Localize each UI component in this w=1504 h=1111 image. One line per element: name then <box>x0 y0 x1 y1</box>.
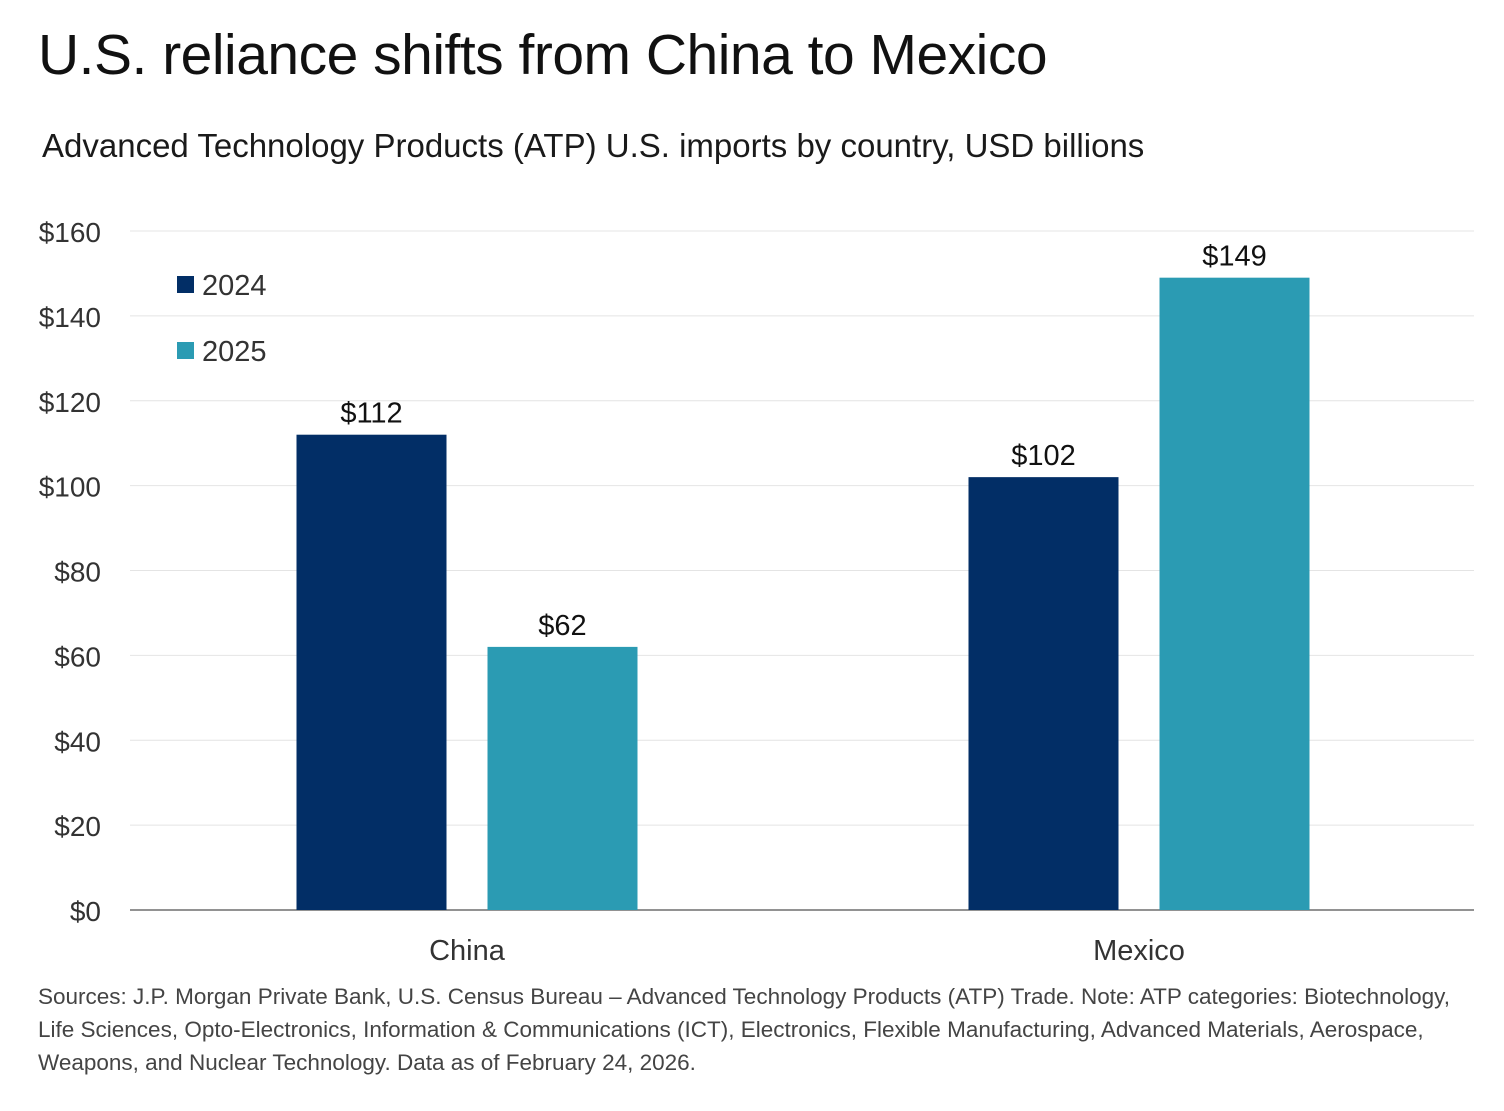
data-label: $62 <box>538 610 586 642</box>
x-tick-label: Mexico <box>1093 935 1185 967</box>
y-tick-label: $140 <box>39 302 101 333</box>
data-labels: $112 $62 $102 $149 <box>340 241 1266 642</box>
chart-subtitle: Advanced Technology Products (ATP) U.S. … <box>42 127 1145 164</box>
legend: 2024 2025 <box>177 270 267 368</box>
y-tick-label: $100 <box>39 472 101 503</box>
chart-title: U.S. reliance shifts from China to Mexic… <box>38 23 1048 87</box>
bar-china-2025 <box>487 646 638 910</box>
bars <box>296 277 1310 910</box>
data-label: $149 <box>1202 241 1267 273</box>
legend-swatch <box>177 276 194 293</box>
bar-mexico-2024 <box>968 477 1119 910</box>
data-label: $112 <box>340 398 402 430</box>
y-tick-label: $20 <box>54 811 101 842</box>
legend-swatch <box>177 342 194 359</box>
y-tick-label: $0 <box>70 896 101 927</box>
bar-mexico-2025 <box>1159 277 1310 910</box>
y-tick-label: $60 <box>54 641 101 672</box>
legend-label: 2025 <box>202 336 267 368</box>
y-tick-label: $40 <box>54 726 101 757</box>
legend-label: 2024 <box>202 270 267 302</box>
x-tick-label: China <box>429 935 506 967</box>
y-tick-label: $120 <box>39 387 101 418</box>
footnote-sources: Sources: J.P. Morgan Private Bank, U.S. … <box>38 984 1451 1075</box>
bar-chart: $0$20$40$60$80$100$120$140$160 $112$62$1… <box>39 217 1474 967</box>
x-axis-ticks: China Mexico <box>429 935 1185 967</box>
y-tick-label: $80 <box>54 557 101 588</box>
y-tick-label: $160 <box>39 217 101 248</box>
y-axis-ticks: $0 $20 $40 $60 $80 $100 $120 $140 $160 <box>39 217 101 927</box>
bar-china-2024 <box>296 434 447 910</box>
data-label: $102 <box>1011 440 1076 472</box>
